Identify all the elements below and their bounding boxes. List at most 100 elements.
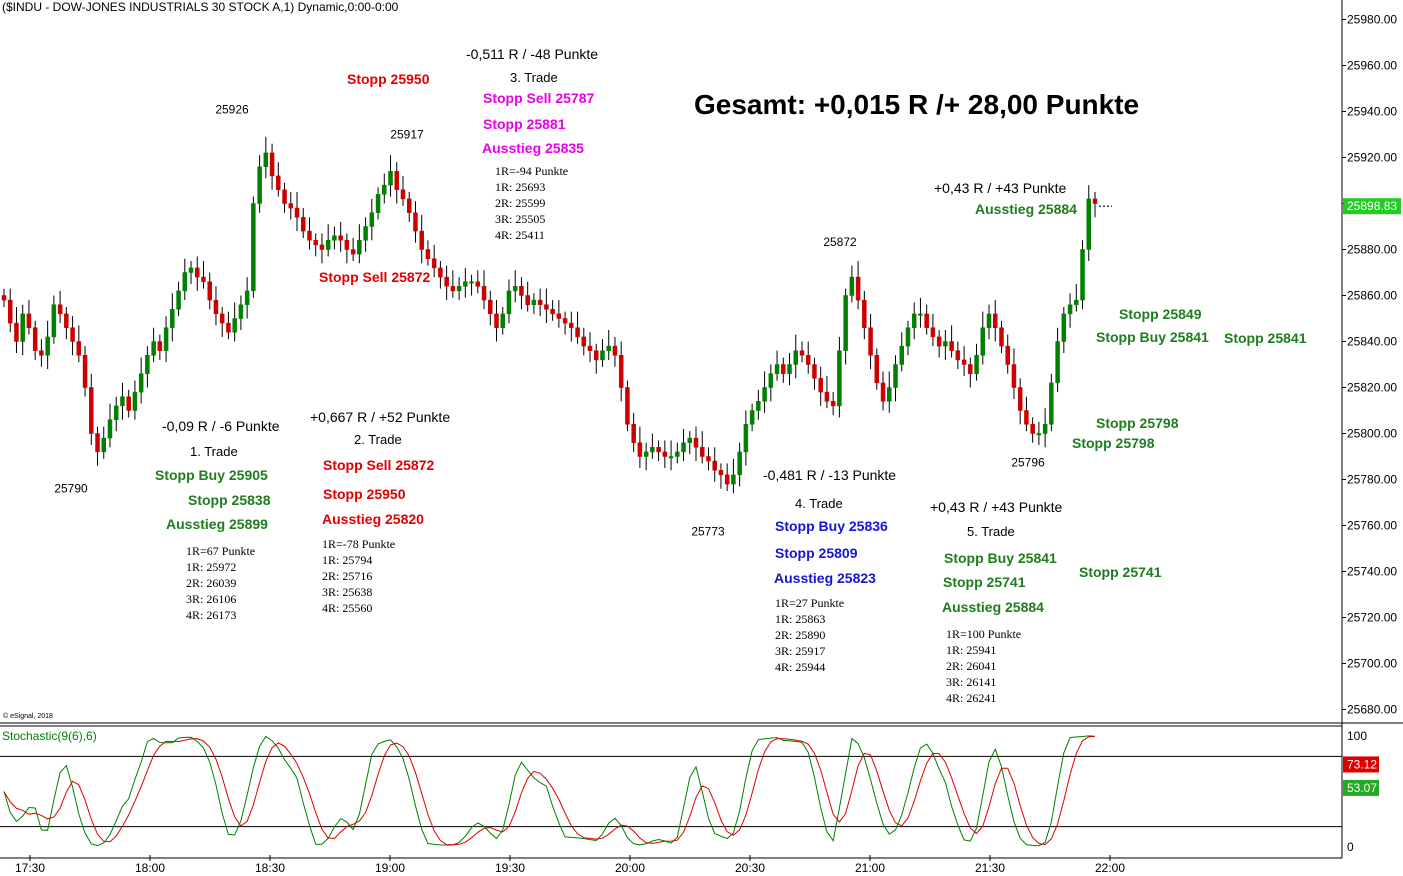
candle-down	[961, 359, 967, 365]
candle-up	[1067, 304, 1073, 315]
candle-up	[668, 456, 674, 459]
price-tick-label: 25920.00	[1347, 151, 1397, 165]
candle-down	[406, 198, 412, 213]
annotation-sm: 4R: 26173	[186, 608, 236, 622]
candle-up	[512, 286, 518, 292]
annotation-sub: 4. Trade	[795, 496, 843, 511]
candle-down	[625, 387, 630, 425]
annotation-sm: 1R: 25863	[775, 612, 825, 626]
annotation-sm: 2R: 26039	[186, 576, 236, 590]
annotation-sm: 1R: 25972	[186, 560, 236, 574]
candle-up	[943, 341, 948, 347]
candle-down	[930, 327, 936, 338]
candle-down	[612, 345, 618, 356]
annotation-sm: 1R: 25794	[322, 553, 372, 567]
candle-down	[82, 355, 88, 388]
annotation-sm: 1R=100 Punkte	[946, 627, 1021, 641]
candle-up	[363, 226, 368, 241]
candle-up	[1036, 433, 1042, 436]
stochastic-d-value: 73.12	[1347, 757, 1377, 771]
candle-down	[880, 382, 886, 402]
candle-up	[531, 299, 537, 305]
candle-up	[675, 451, 680, 457]
candle-up	[768, 373, 774, 388]
annotation-magenta: Stopp Sell 25787	[483, 90, 594, 106]
candle-down	[1092, 198, 1098, 204]
candle-up	[918, 313, 923, 316]
candle-down	[949, 341, 954, 351]
annotation-green: Ausstieg 25899	[166, 516, 268, 532]
candle-down	[419, 230, 424, 250]
candle-up	[1042, 424, 1048, 434]
annotation-sub: 1. Trade	[190, 444, 238, 459]
annotation-sm: 1R: 25693	[495, 180, 545, 194]
candle-down	[1030, 424, 1035, 434]
candle-down	[1024, 410, 1029, 425]
stochastic-tick-100: 100	[1347, 729, 1367, 743]
swing-marker-label: 25796	[1011, 456, 1045, 470]
candle-down	[556, 313, 562, 319]
candle-down	[781, 364, 786, 374]
annotation-green: Stopp 25798	[1072, 435, 1155, 451]
annotation-sm: 4R: 25560	[322, 601, 372, 615]
candle-down	[855, 276, 861, 301]
annotation-green: Stopp Buy 25841	[944, 550, 1057, 566]
annotation-green: Stopp Buy 25841	[1096, 329, 1209, 345]
annotation-green: Ausstieg 25884	[942, 599, 1044, 615]
candle-down	[300, 217, 306, 232]
candle-down	[195, 267, 200, 278]
candle-up	[737, 451, 742, 476]
candle-down	[812, 364, 817, 379]
candle-up	[188, 267, 194, 273]
candle-down	[219, 313, 225, 324]
annotation-sm: 1R=27 Punkte	[775, 596, 844, 610]
candle-down	[57, 304, 63, 315]
candle-down	[525, 295, 530, 305]
annotation-sm: 3R: 26106	[186, 592, 236, 606]
candle-down	[319, 244, 325, 250]
candle-up	[257, 166, 262, 204]
candle-up	[107, 419, 113, 439]
candle-down	[631, 424, 636, 443]
candle-down	[32, 327, 38, 351]
candle-up	[1080, 249, 1085, 301]
candle-down	[724, 474, 730, 485]
candle-up	[132, 391, 138, 411]
annotation-sm: 4R: 26241	[946, 691, 996, 705]
annotation-sm: 3R: 25505	[495, 212, 545, 226]
last-price-label: 25898.83	[1347, 199, 1397, 213]
candle-up	[606, 345, 611, 351]
candle-up	[500, 313, 505, 328]
annotation-red: Stopp 25950	[323, 486, 406, 502]
candle-down	[799, 350, 805, 356]
candle-down	[7, 299, 13, 324]
candle-down	[95, 433, 100, 453]
candle-down	[594, 350, 599, 361]
candle-down	[936, 336, 942, 347]
candle-down	[587, 345, 593, 351]
candle-up	[238, 304, 244, 319]
stochastic-d-tag	[1343, 756, 1379, 773]
annotation-blue: Ausstieg 25823	[774, 570, 876, 586]
candle-up	[787, 364, 792, 374]
candle-up	[388, 171, 393, 186]
annotation-sub: 2. Trade	[354, 432, 402, 447]
candle-up	[1086, 198, 1092, 250]
annotation-red: Ausstieg 25820	[322, 511, 424, 527]
time-tick-label: 20:30	[735, 861, 765, 875]
candle-down	[481, 286, 487, 301]
candle-up	[170, 309, 175, 328]
candle-down	[924, 313, 929, 328]
candle-down	[344, 240, 350, 250]
candle-down	[805, 355, 811, 365]
candle-up	[911, 313, 917, 328]
candle-down	[276, 175, 281, 190]
annotation-green: Stopp 25838	[188, 492, 271, 508]
time-tick-label: 19:30	[495, 861, 525, 875]
candle-up	[325, 240, 331, 250]
candle-down	[712, 460, 717, 471]
candle-up	[357, 240, 362, 255]
annotation-hdr: +0,667 R / +52 Punkte	[310, 409, 450, 425]
candle-down	[519, 286, 524, 296]
